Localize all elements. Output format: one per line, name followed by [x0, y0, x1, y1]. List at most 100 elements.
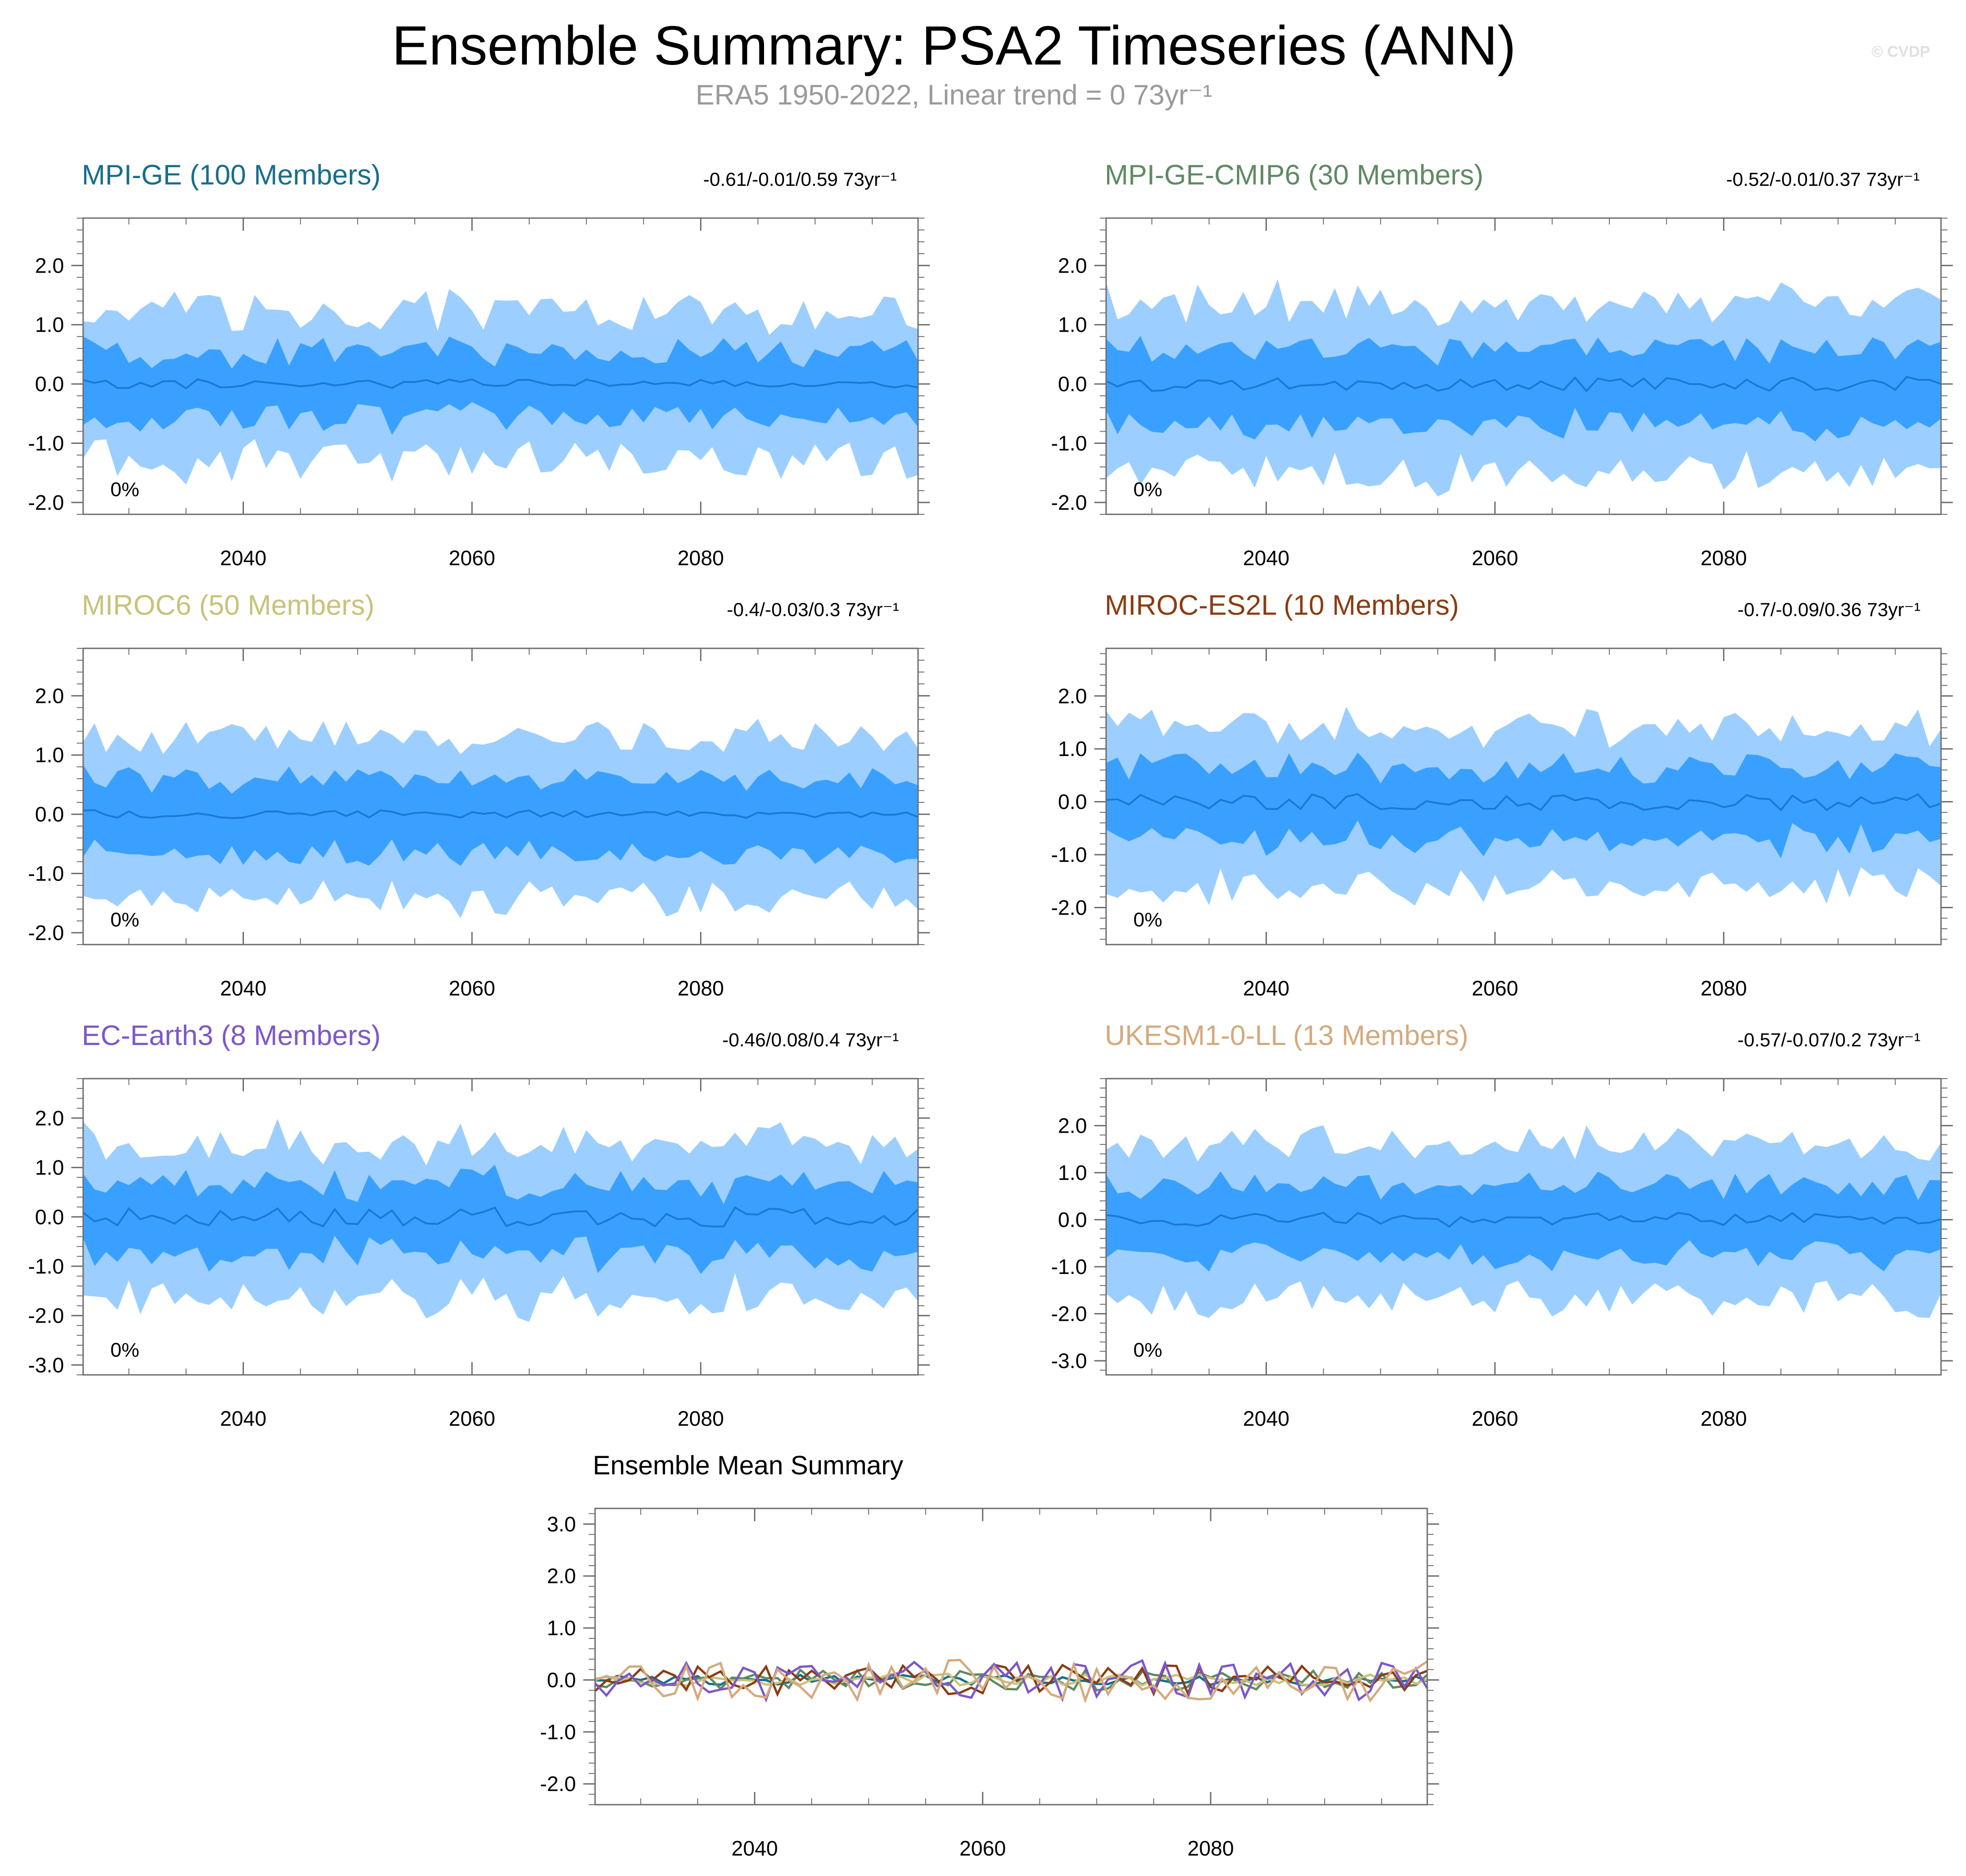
inner-spread-band — [1106, 1171, 1941, 1272]
x-tick-label: 2080 — [1700, 1407, 1747, 1430]
panel-stats: -0.52/-0.01/0.37 73yr⁻¹ — [1726, 169, 1920, 190]
panel-title: MIROC6 (50 Members) — [82, 590, 375, 621]
panel-stats: -0.57/-0.07/0.2 73yr⁻¹ — [1738, 1029, 1921, 1050]
y-tick-label: -1.0 — [28, 432, 64, 455]
percent-label: 0% — [1133, 1339, 1162, 1361]
panel-title: EC-Earth3 (8 Members) — [82, 1020, 381, 1051]
ensemble-mean-line — [83, 809, 918, 819]
y-tick-label: -3.0 — [28, 1353, 64, 1377]
plot-frame — [1105, 647, 1942, 945]
panel-title: MPI-GE-CMIP6 (30 Members) — [1105, 159, 1484, 191]
x-tick-label: 2040 — [1243, 546, 1289, 570]
plot-frame — [1105, 1078, 1942, 1376]
inner-spread-band — [1106, 336, 1941, 442]
y-tick-label: 0.0 — [35, 802, 64, 826]
y-tick-label: 2.0 — [35, 1106, 64, 1130]
series-line — [594, 1659, 1429, 1703]
y-tick-label: -2.0 — [28, 491, 64, 514]
ensemble-mean-line — [83, 378, 918, 390]
y-tick-label: 0.0 — [1058, 1208, 1087, 1231]
percent-label: 0% — [110, 1339, 139, 1361]
panel-stats: -0.4/-0.03/0.3 73yr⁻¹ — [727, 599, 899, 620]
y-tick-label: -1.0 — [28, 862, 64, 886]
y-tick-label: -2.0 — [28, 1304, 64, 1328]
x-tick-label: 2060 — [959, 1836, 1006, 1860]
y-tick-label: -2.0 — [1051, 1302, 1087, 1325]
x-tick-label: 2060 — [1472, 1407, 1518, 1430]
x-tick-label: 2060 — [1472, 976, 1518, 1000]
ensemble-mean-line — [1106, 376, 1941, 393]
y-tick-label: -1.0 — [1051, 1255, 1087, 1279]
x-tick-label: 2080 — [1700, 546, 1747, 570]
y-tick-label: 1.0 — [35, 743, 64, 767]
y-tick-label: 1.0 — [1058, 313, 1087, 337]
x-tick-label: 2080 — [1700, 976, 1747, 1000]
panel-stats: -0.46/0.08/0.4 73yr⁻¹ — [722, 1029, 899, 1050]
x-tick-label: 2080 — [677, 1407, 724, 1430]
plot-frame — [82, 217, 919, 515]
y-tick-label: 0.0 — [1058, 372, 1087, 396]
y-tick-label: -1.0 — [1051, 432, 1087, 455]
page-subtitle: ERA5 1950-2022, Linear trend = 0 73yr⁻¹ — [695, 80, 1212, 111]
ensemble-mean-line — [82, 1206, 919, 1228]
y-tick-label: -3.0 — [1051, 1349, 1087, 1373]
y-tick-label: -2.0 — [1051, 491, 1087, 514]
y-tick-label: 2.0 — [1058, 684, 1087, 708]
x-tick-label: 2060 — [449, 546, 495, 570]
x-tick-label: 2080 — [677, 546, 724, 570]
y-tick-label: -1.0 — [540, 1720, 576, 1744]
x-tick-label: 2040 — [220, 1407, 266, 1430]
copyright-watermark: © CVDP — [1872, 43, 1930, 60]
x-tick-label: 2060 — [449, 976, 495, 1000]
percent-label: 0% — [1133, 478, 1162, 501]
x-tick-label: 2060 — [449, 1407, 495, 1430]
ensemble-mean-line — [1106, 793, 1941, 811]
x-tick-label: 2080 — [1187, 1836, 1234, 1860]
x-tick-label: 2040 — [731, 1836, 778, 1860]
percent-label: 0% — [1133, 909, 1162, 931]
ensemble-mean-line — [1106, 1211, 1941, 1228]
x-tick-label: 2040 — [220, 546, 266, 570]
series-line — [595, 1658, 1428, 1704]
y-tick-label: -2.0 — [28, 921, 64, 945]
page-title: Ensemble Summary: PSA2 Timeseries (ANN) — [392, 15, 1516, 76]
x-tick-label: 2060 — [1472, 546, 1518, 570]
series-line — [595, 1668, 1428, 1692]
panel-stats: -0.7/-0.09/0.36 73yr⁻¹ — [1738, 599, 1921, 620]
x-tick-label: 2040 — [1243, 1407, 1289, 1430]
y-tick-label: 1.0 — [35, 1156, 64, 1179]
plot-frame — [82, 647, 919, 945]
percent-label: 0% — [110, 478, 139, 501]
y-tick-label: 1.0 — [35, 313, 64, 337]
panel-stats: -0.61/-0.01/0.59 73yr⁻¹ — [703, 169, 897, 190]
plot-frame — [1105, 217, 1942, 515]
y-tick-label: -2.0 — [540, 1772, 576, 1796]
y-tick-label: 3.0 — [547, 1512, 576, 1536]
y-tick-label: 2.0 — [1058, 1114, 1087, 1137]
plot-frame — [594, 1508, 1428, 1806]
inner-spread-band — [83, 1164, 918, 1274]
y-tick-label: 0.0 — [35, 372, 64, 396]
y-tick-label: 2.0 — [35, 254, 64, 277]
inner-spread-band — [1106, 752, 1941, 859]
y-tick-label: 2.0 — [1058, 254, 1087, 277]
y-tick-label: -1.0 — [1051, 843, 1087, 866]
panel-title: Ensemble Mean Summary — [593, 1451, 904, 1480]
x-tick-label: 2040 — [1243, 976, 1289, 1000]
panel-title: UKESM1-0-LL (13 Members) — [1105, 1020, 1469, 1051]
x-tick-label: 2080 — [677, 976, 724, 1000]
y-tick-label: -1.0 — [28, 1254, 64, 1278]
y-tick-label: 1.0 — [1058, 737, 1087, 761]
y-tick-label: 0.0 — [547, 1668, 576, 1692]
y-tick-label: 1.0 — [547, 1616, 576, 1640]
y-tick-label: 1.0 — [1058, 1161, 1087, 1184]
panel-title: MPI-GE (100 Members) — [82, 159, 381, 191]
y-tick-label: 2.0 — [547, 1564, 576, 1588]
panel-title: MIROC-ES2L (10 Members) — [1105, 590, 1459, 621]
y-tick-label: 2.0 — [35, 684, 64, 707]
x-tick-label: 2040 — [220, 976, 266, 1000]
y-tick-label: 0.0 — [1058, 790, 1087, 814]
percent-label: 0% — [110, 909, 139, 931]
y-tick-label: 0.0 — [35, 1205, 64, 1229]
